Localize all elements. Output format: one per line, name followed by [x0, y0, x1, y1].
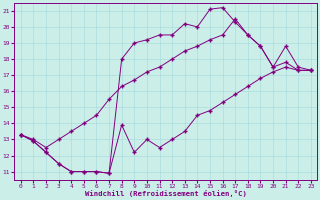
X-axis label: Windchill (Refroidissement éolien,°C): Windchill (Refroidissement éolien,°C)	[85, 190, 247, 197]
